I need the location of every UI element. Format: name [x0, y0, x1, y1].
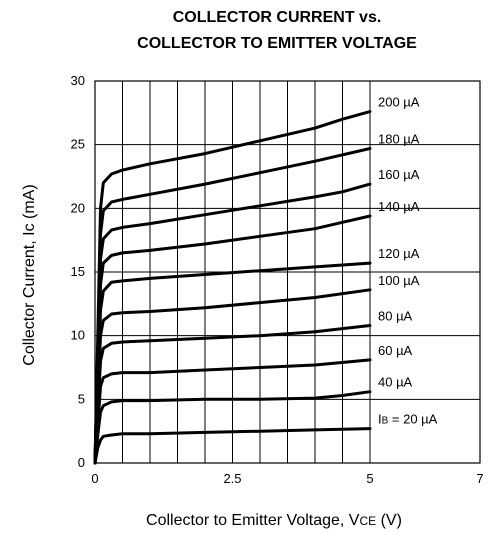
y-tick-label-6: 30 [71, 73, 85, 88]
curve-label-1: 180 µA [378, 131, 420, 146]
curves [93, 110, 372, 465]
y-tick-label-2: 10 [71, 328, 85, 343]
chart-title-line-2: COLLECTOR TO EMITTER VOLTAGE [137, 35, 417, 52]
curve-label-2: 160 µA [378, 167, 420, 182]
x-axis-label: Collector to Emitter Voltage, VCE (V) [146, 512, 402, 529]
y-tick-label-1: 5 [78, 391, 85, 406]
x-axis-label-subscript: CE [359, 514, 376, 528]
chart-title-line-1: COLLECTOR CURRENT vs. [173, 9, 382, 26]
curve-label-5: 100 µA [378, 273, 420, 288]
x-tick-label-3: 7 [476, 471, 483, 486]
x-tick-labels: 0 2.5 5 7 [91, 471, 483, 486]
x-tick-label-2: 5 [366, 471, 373, 486]
curve-label-9-pre: I [378, 412, 382, 427]
curve-5 [93, 288, 372, 465]
curve-6 [93, 324, 372, 465]
curve-label-9-post: = 20 µA [388, 412, 437, 427]
curve-label-9: IB = 20 µA [378, 412, 438, 427]
y-tick-label-5: 25 [71, 137, 85, 152]
x-axis-label-unit: (V) [376, 512, 402, 529]
curve-label-9-sub: B [382, 416, 389, 427]
x-axis-label-main: Collector to Emitter Voltage, V [146, 512, 360, 529]
curve-label-3: 140 µA [378, 199, 420, 214]
y-tick-label-4: 20 [71, 200, 85, 215]
y-tick-labels: 0 5 10 15 20 25 30 [71, 73, 85, 470]
curve-2 [93, 182, 372, 465]
y-tick-label-0: 0 [78, 455, 85, 470]
curve-label-0: 200 µA [378, 95, 420, 110]
x-tick-label-0: 0 [91, 471, 98, 486]
curve-7 [93, 358, 372, 465]
x-tick-label-1: 2.5 [223, 471, 241, 486]
curve-9 [93, 427, 372, 465]
plot-frame [94, 80, 481, 464]
y-axis-label: Collector Current, Ic (mA) [21, 184, 38, 365]
curve-label-7: 60 µA [378, 343, 413, 358]
curve-labels: 200 µA 180 µA 160 µA 140 µA 120 µA 100 µA 80 µ… [378, 95, 438, 427]
curve-label-6: 80 µA [378, 308, 413, 323]
y-tick-label-3: 15 [71, 264, 85, 279]
grid [95, 81, 480, 463]
curve-8 [93, 390, 372, 465]
curve-3 [93, 214, 372, 465]
curve-label-8: 40 µA [378, 375, 413, 390]
curve-label-4: 120 µA [378, 246, 420, 261]
